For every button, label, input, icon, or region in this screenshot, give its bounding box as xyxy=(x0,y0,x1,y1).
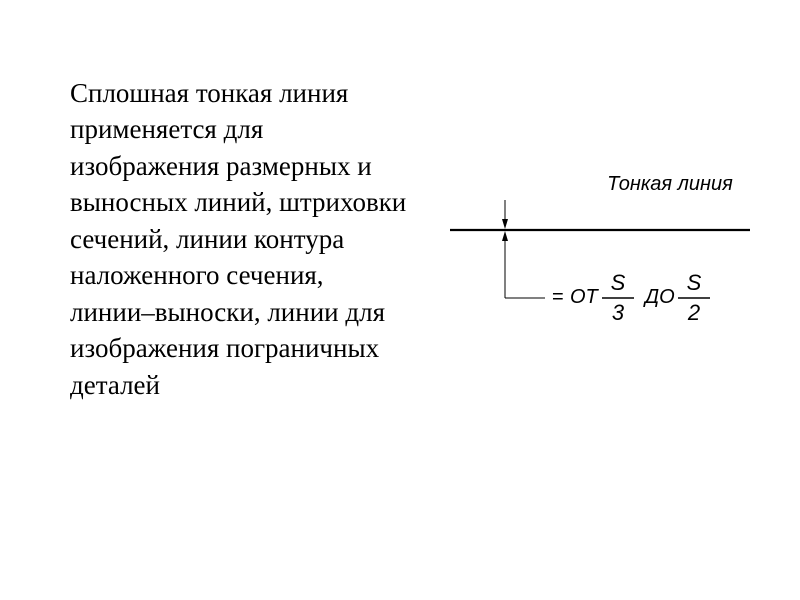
formula: = ОТ S 3 ДО S 2 xyxy=(552,270,710,325)
formula-from: ОТ xyxy=(570,286,600,308)
frac1-num: S xyxy=(611,270,626,295)
arrow-top-head xyxy=(502,219,508,229)
formula-equals: = xyxy=(552,286,564,308)
description-text: Сплошная тонкая линия применяется для из… xyxy=(70,75,410,403)
thin-line-diagram: Тонкая линия = ОТ S 3 ДО S 2 xyxy=(440,140,760,340)
frac2-num: S xyxy=(687,270,702,295)
diagram-label: Тонкая линия xyxy=(607,173,733,195)
formula-to: ДО xyxy=(643,286,675,308)
frac1-den: 3 xyxy=(612,300,625,325)
arrow-bottom-head xyxy=(502,231,508,241)
frac2-den: 2 xyxy=(687,300,700,325)
